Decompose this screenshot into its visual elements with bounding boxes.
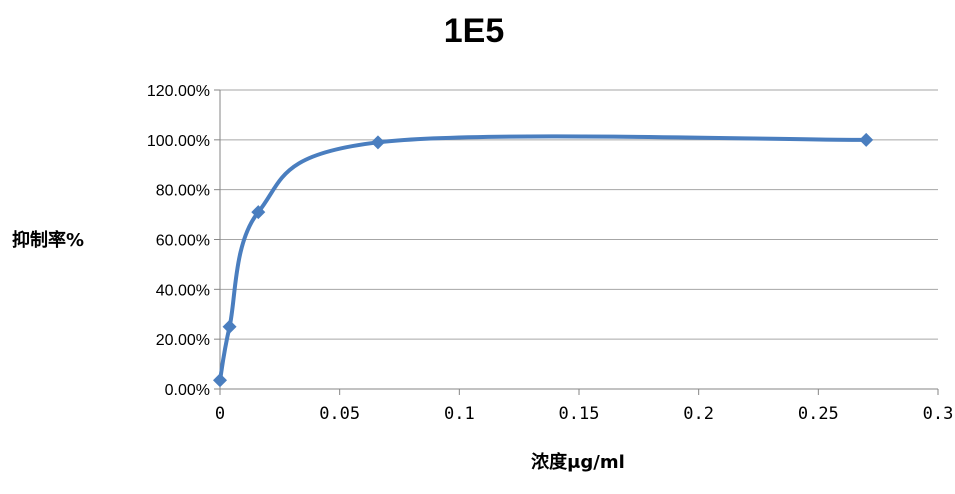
x-tick-label: 0 <box>215 404 225 424</box>
y-axis-label: 抑制率% <box>12 229 84 251</box>
x-tick-label: 0.2 <box>683 404 714 424</box>
x-tick-label: 0.15 <box>559 404 600 424</box>
gridlines <box>220 89 938 340</box>
series-line <box>218 134 869 383</box>
y-tick-label: 0.00% <box>165 382 210 399</box>
y-tick-label: 40.00% <box>156 282 210 299</box>
chart-title: 1E5 <box>444 12 505 50</box>
y-tick-label: 100.00% <box>147 133 210 150</box>
x-tick-label: 0.05 <box>319 404 360 424</box>
series <box>213 132 874 388</box>
data-point-marker <box>213 373 227 388</box>
x-axis-label: 浓度μg/ml <box>531 451 625 473</box>
y-tick-label: 60.00% <box>156 233 210 250</box>
y-tick-label: 20.00% <box>156 332 210 349</box>
data-point-marker <box>370 135 385 150</box>
data-point-marker <box>251 205 266 220</box>
y-axis-ticks: 0.00% 20.00% 40.00% 60.00% 80.00% 100.00% 120.… <box>147 83 220 399</box>
x-axis-ticks: 0 0.05 0.1 0.15 0.2 0.25 0.3 <box>215 389 953 424</box>
y-tick-label: 120.00% <box>147 83 210 100</box>
y-tick-label: 80.00% <box>156 183 210 200</box>
x-tick-label: 0.25 <box>798 404 839 424</box>
data-point-marker <box>859 132 874 147</box>
x-tick-label: 0.1 <box>444 404 475 424</box>
x-tick-label: 0.3 <box>923 404 954 424</box>
data-point-marker <box>222 319 237 334</box>
